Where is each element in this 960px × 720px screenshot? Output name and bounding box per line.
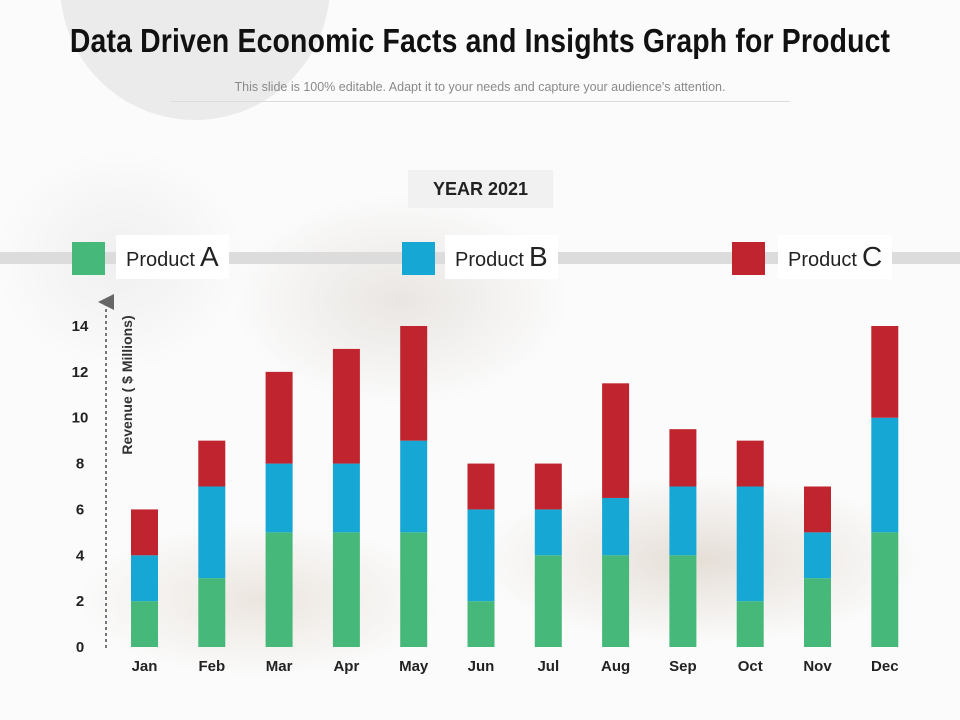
x-tick-label: Jul <box>537 658 559 675</box>
bar-nov-product-a <box>804 578 831 647</box>
bar-feb-product-a <box>198 578 226 647</box>
y-tick-label: 10 <box>72 410 89 427</box>
x-tick-label: Sep <box>669 658 697 675</box>
bar-nov-product-b <box>804 532 831 579</box>
legend-swatch-a <box>72 242 105 275</box>
bar-mar-product-c <box>265 371 293 464</box>
y-tick-label: 8 <box>76 456 84 473</box>
legend-letter-b: B <box>528 241 548 272</box>
bar-feb-product-b <box>198 486 226 579</box>
legend-item-a: Product A <box>116 235 229 279</box>
bar-apr-product-c <box>332 348 360 464</box>
bar-may-product-c <box>400 326 428 441</box>
bar-apr-product-a <box>332 532 360 647</box>
bar-jul-product-a <box>534 555 562 647</box>
x-tick-label: Nov <box>803 658 832 675</box>
bar-jun-product-b <box>467 509 495 602</box>
slide-subtitle: This slide is 100% editable. Adapt it to… <box>234 80 726 94</box>
y-tick-label: 6 <box>76 501 84 518</box>
bar-oct-product-a <box>736 601 764 647</box>
bar-jul-product-b <box>534 509 562 556</box>
legend-item-c: Product C <box>778 235 893 279</box>
slide-title: Data Driven Economic Facts and Insights … <box>69 22 891 59</box>
bar-jun-product-a <box>467 601 495 647</box>
y-tick-label: 2 <box>76 593 84 610</box>
x-tick-label: Oct <box>738 658 763 675</box>
bar-jan-product-b <box>131 555 158 602</box>
bar-oct-product-b <box>736 486 764 602</box>
y-axis-label: Revenue ( $ Millions) <box>119 315 135 454</box>
bar-apr-product-b <box>332 463 360 533</box>
x-tick-label: Mar <box>266 658 293 675</box>
bar-sep-product-a <box>669 555 697 647</box>
legend-letter-c: C <box>861 241 883 272</box>
bar-aug-product-a <box>602 555 630 647</box>
bar-aug-product-c <box>602 383 630 498</box>
bar-may-product-b <box>400 440 428 533</box>
year-label: YEAR 2021 <box>408 170 553 208</box>
bar-dec-product-b <box>871 417 899 533</box>
title-divider <box>170 101 790 102</box>
bar-feb-product-c <box>198 440 226 487</box>
legend-name-c: Product <box>788 249 857 271</box>
legend-name-a: Product <box>126 249 195 271</box>
bar-dec-product-a <box>871 532 899 647</box>
y-tick-group: 0 2 4 6 8 10 12 14 <box>72 318 89 656</box>
legend-swatch-b <box>402 242 435 275</box>
x-tick-label: Jan <box>132 658 158 675</box>
x-tick-group: Jan Feb Mar Apr May Jun Jul Aug Sep Oct Nov Dec <box>132 658 899 675</box>
x-tick-label: Apr <box>333 658 359 675</box>
bar-aug-product-b <box>602 497 630 556</box>
bar-group <box>131 326 899 647</box>
legend-letter-a: A <box>199 241 219 272</box>
bar-jul-product-c <box>534 463 562 510</box>
x-tick-label: Feb <box>198 658 225 675</box>
legend-item-b: Product B <box>445 235 558 279</box>
y-tick-label: 14 <box>72 318 89 335</box>
x-tick-label: May <box>399 658 429 675</box>
bar-mar-product-b <box>265 463 293 533</box>
bar-mar-product-a <box>265 532 293 647</box>
y-tick-label: 4 <box>76 547 85 564</box>
y-tick-label: 12 <box>72 364 89 381</box>
legend-name-b: Product <box>455 249 524 271</box>
bar-jan-product-a <box>131 601 158 647</box>
bar-may-product-a <box>400 532 428 647</box>
x-tick-label: Dec <box>871 658 899 675</box>
x-tick-label: Aug <box>601 658 630 675</box>
legend-swatch-c <box>732 242 765 275</box>
bar-sep-product-b <box>669 486 697 556</box>
x-tick-label: Jun <box>468 658 495 675</box>
bar-nov-product-c <box>804 486 831 533</box>
bar-dec-product-c <box>871 326 899 418</box>
bar-oct-product-c <box>736 440 764 487</box>
bar-sep-product-c <box>669 429 697 487</box>
bar-jun-product-c <box>467 463 495 510</box>
bar-jan-product-c <box>131 509 158 556</box>
y-tick-label: 0 <box>76 639 84 656</box>
